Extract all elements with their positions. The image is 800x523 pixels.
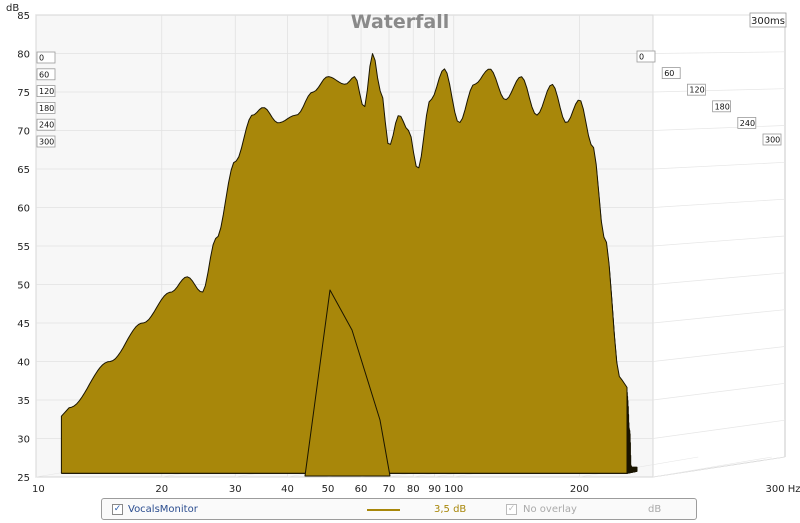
floor-gridline [652,456,772,478]
x-axis-ticks: 10 20 30 40 50 60 70 80 90 100 200 300 Hz [32,484,800,495]
y-tick-label: 55 [17,242,30,253]
y-tick-label: 40 [17,358,30,369]
time-label-box [36,118,56,131]
y-tick-label: 25 [17,473,30,484]
x-tick-label: 80 [407,484,420,495]
overlay-checkbox-visible[interactable]: ✓ [506,504,517,515]
y-tick-label: 65 [17,165,30,176]
y-tick-label: 80 [17,50,30,61]
time-label-box [36,51,56,64]
measurement-name[interactable]: VocalsMonitor [128,504,198,515]
measurement-color-swatch [367,509,400,511]
x-tick-label: 60 [355,484,368,495]
time-label-right: 180 [715,102,730,111]
x-tick-label: 20 [155,484,168,495]
time-labels-right: 0 60 120 180 240 300 [636,50,782,146]
time-label-right: 240 [740,119,755,128]
side-gridline [652,346,786,362]
y-tick-label: 30 [17,435,30,446]
time-label-box [712,100,731,113]
side-gridline [652,456,786,478]
x-tick-label: 100 [444,484,463,495]
time-unit-label: 300ms [751,16,785,27]
legend-unit: dB [648,504,662,515]
waterfall-slice [60,53,628,474]
side-gridline [652,272,786,285]
side-gridline [652,161,786,170]
time-label-left: 240 [39,121,54,130]
y-axis-label: dB [6,3,19,14]
side-gridline [652,309,786,324]
measurement-checkbox[interactable]: ✓ [112,504,123,515]
y-tick-label: 75 [17,88,30,99]
chart-title: Waterfall [351,11,450,33]
time-label-box [36,85,56,97]
waterfall-slices [60,53,638,477]
time-label-box [762,133,782,146]
waterfall-slice-face [304,289,391,477]
side-gridline [652,51,786,54]
x-tick-label: 10 [32,484,45,495]
time-unit-box [749,12,787,28]
y-tick-label: 60 [17,204,30,215]
side-gridline [652,382,786,401]
measurement-offset: 3,5 dB [434,504,467,515]
y-axis-ticks: 25 30 35 40 45 50 55 60 65 70 75 80 85 [17,11,30,484]
side-gridline [652,198,786,208]
side-gridline [652,88,786,93]
y-tick-label: 85 [17,11,30,22]
y-tick-label: 70 [17,127,30,138]
time-label-box [36,102,56,114]
x-tick-label: 200 [570,484,589,495]
x-tick-label: 30 [229,484,242,495]
time-label-left: 120 [39,87,54,96]
x-tick-label: 50 [322,484,335,495]
time-label-box [737,117,757,129]
time-label-right: 300 [765,136,780,145]
time-label-box [36,68,56,81]
overlay-label: No overlay [523,504,577,515]
time-label-box [636,50,656,63]
x-tick-label: 300 Hz [765,484,800,495]
y-tick-label: 50 [17,281,30,292]
x-tick-label: 40 [281,484,294,495]
side-gridline [652,419,786,439]
time-label-box [687,83,706,96]
time-label-left: 300 [39,138,54,147]
side-gridline [652,235,786,247]
time-label-right: 60 [664,69,674,78]
time-label-right: 0 [639,53,644,62]
time-labels-left: 0 60 120 180 240 300 [36,51,56,148]
time-label-right: 120 [689,86,704,95]
time-label-left: 60 [39,70,49,79]
legend-bar: ✓ VocalsMonitor 3,5 dB ✓ No overlay dB [101,498,697,520]
side-gridline [652,125,786,131]
time-label-left: 180 [39,104,54,113]
time-label-box [661,67,681,79]
time-label-left: 0 [39,54,44,63]
time-label-box [36,135,56,148]
y-tick-label: 35 [17,396,30,407]
x-tick-label: 90 [428,484,441,495]
y-tick-label: 45 [17,319,30,330]
x-tick-label: 70 [383,484,396,495]
